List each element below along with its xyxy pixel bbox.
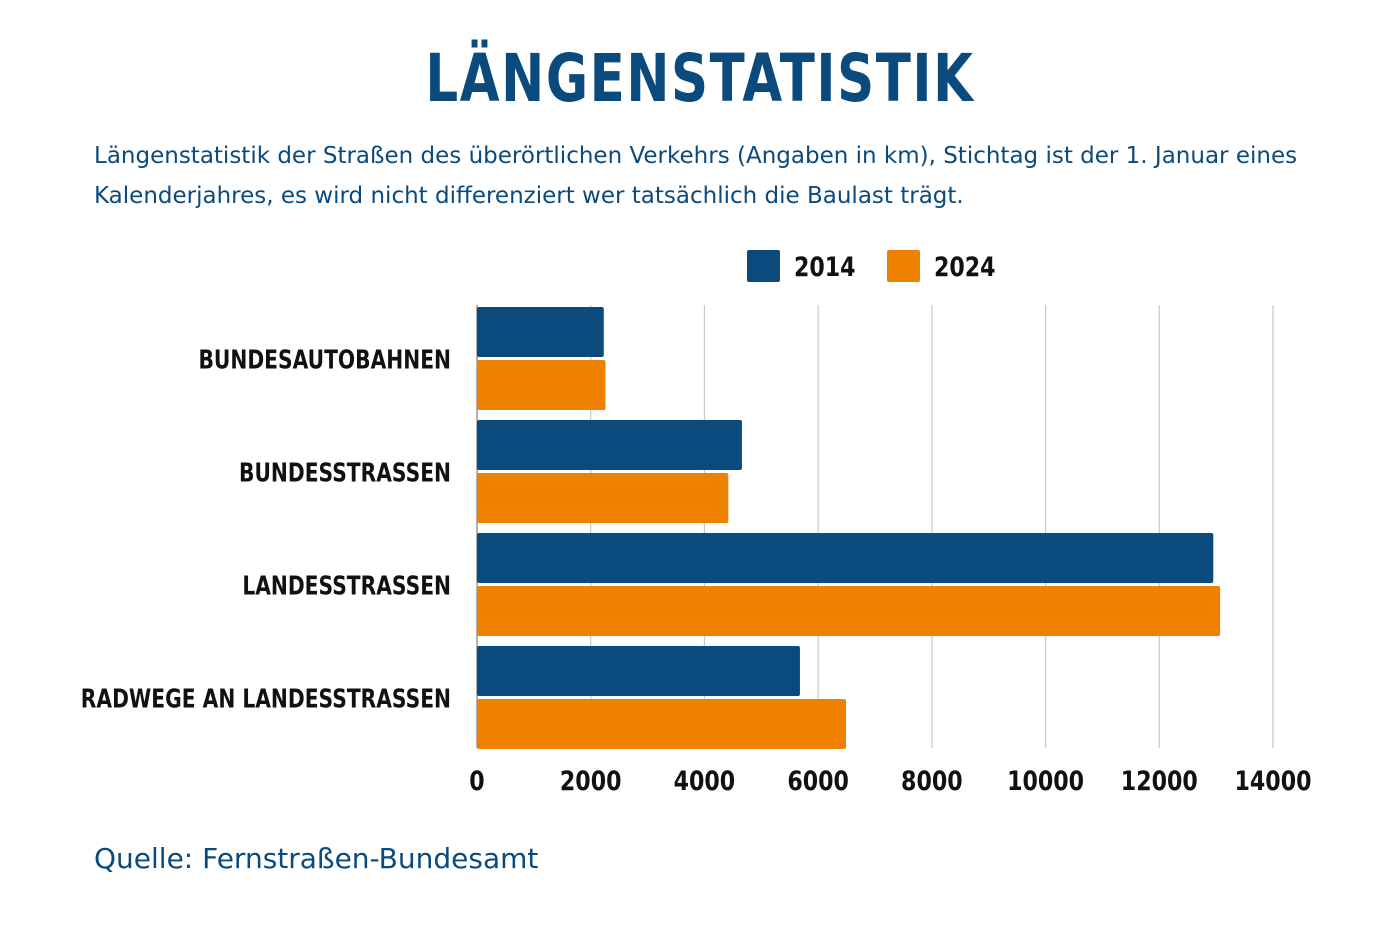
x-tick-label: 4000 (674, 765, 736, 797)
bar-2014-0 (477, 307, 604, 357)
chart-subtitle: Längenstatistik der Straßen des überörtl… (94, 143, 1298, 209)
bar-2014-3 (477, 646, 800, 696)
bar-2024-0 (477, 360, 606, 410)
bar-2014-1 (477, 420, 742, 470)
x-tick-label: 6000 (787, 765, 849, 797)
x-tick-label: 0 (469, 765, 484, 797)
legend-label-2014: 2014 (794, 251, 856, 283)
bar-2024-2 (477, 586, 1221, 636)
bar-2024-1 (477, 473, 729, 523)
category-label: BUNDESSTRASSEN (239, 458, 451, 488)
category-label: RADWEGE AN LANDESSTRASSEN (81, 684, 451, 714)
chart-title: LÄNGENSTATISTIK (425, 40, 975, 117)
legend: 2014 2024 (747, 250, 996, 283)
x-tick-labels: 0 2000 4000 6000 8000 10000 12000 14000 (469, 765, 1311, 797)
x-tick-label: 8000 (901, 765, 963, 797)
legend-swatch-2014 (747, 250, 780, 282)
legend-swatch-2024 (887, 250, 920, 282)
category-label: BUNDESAUTOBAHNEN (198, 345, 451, 375)
bars (477, 307, 1221, 749)
bar-2024-3 (477, 699, 847, 749)
x-tick-label: 12000 (1121, 765, 1198, 797)
bar-2014-2 (477, 533, 1214, 583)
x-tick-label: 2000 (560, 765, 622, 797)
category-labels: BUNDESAUTOBAHNEN BUNDESSTRASSEN LANDESSTRA… (81, 345, 451, 714)
source-note: Quelle: Fernstraßen-Bundesamt (94, 842, 539, 875)
legend-label-2024: 2024 (934, 251, 996, 283)
x-tick-label: 10000 (1007, 765, 1084, 797)
x-tick-label: 14000 (1235, 765, 1312, 797)
category-label: LANDESSTRASSEN (242, 571, 451, 601)
